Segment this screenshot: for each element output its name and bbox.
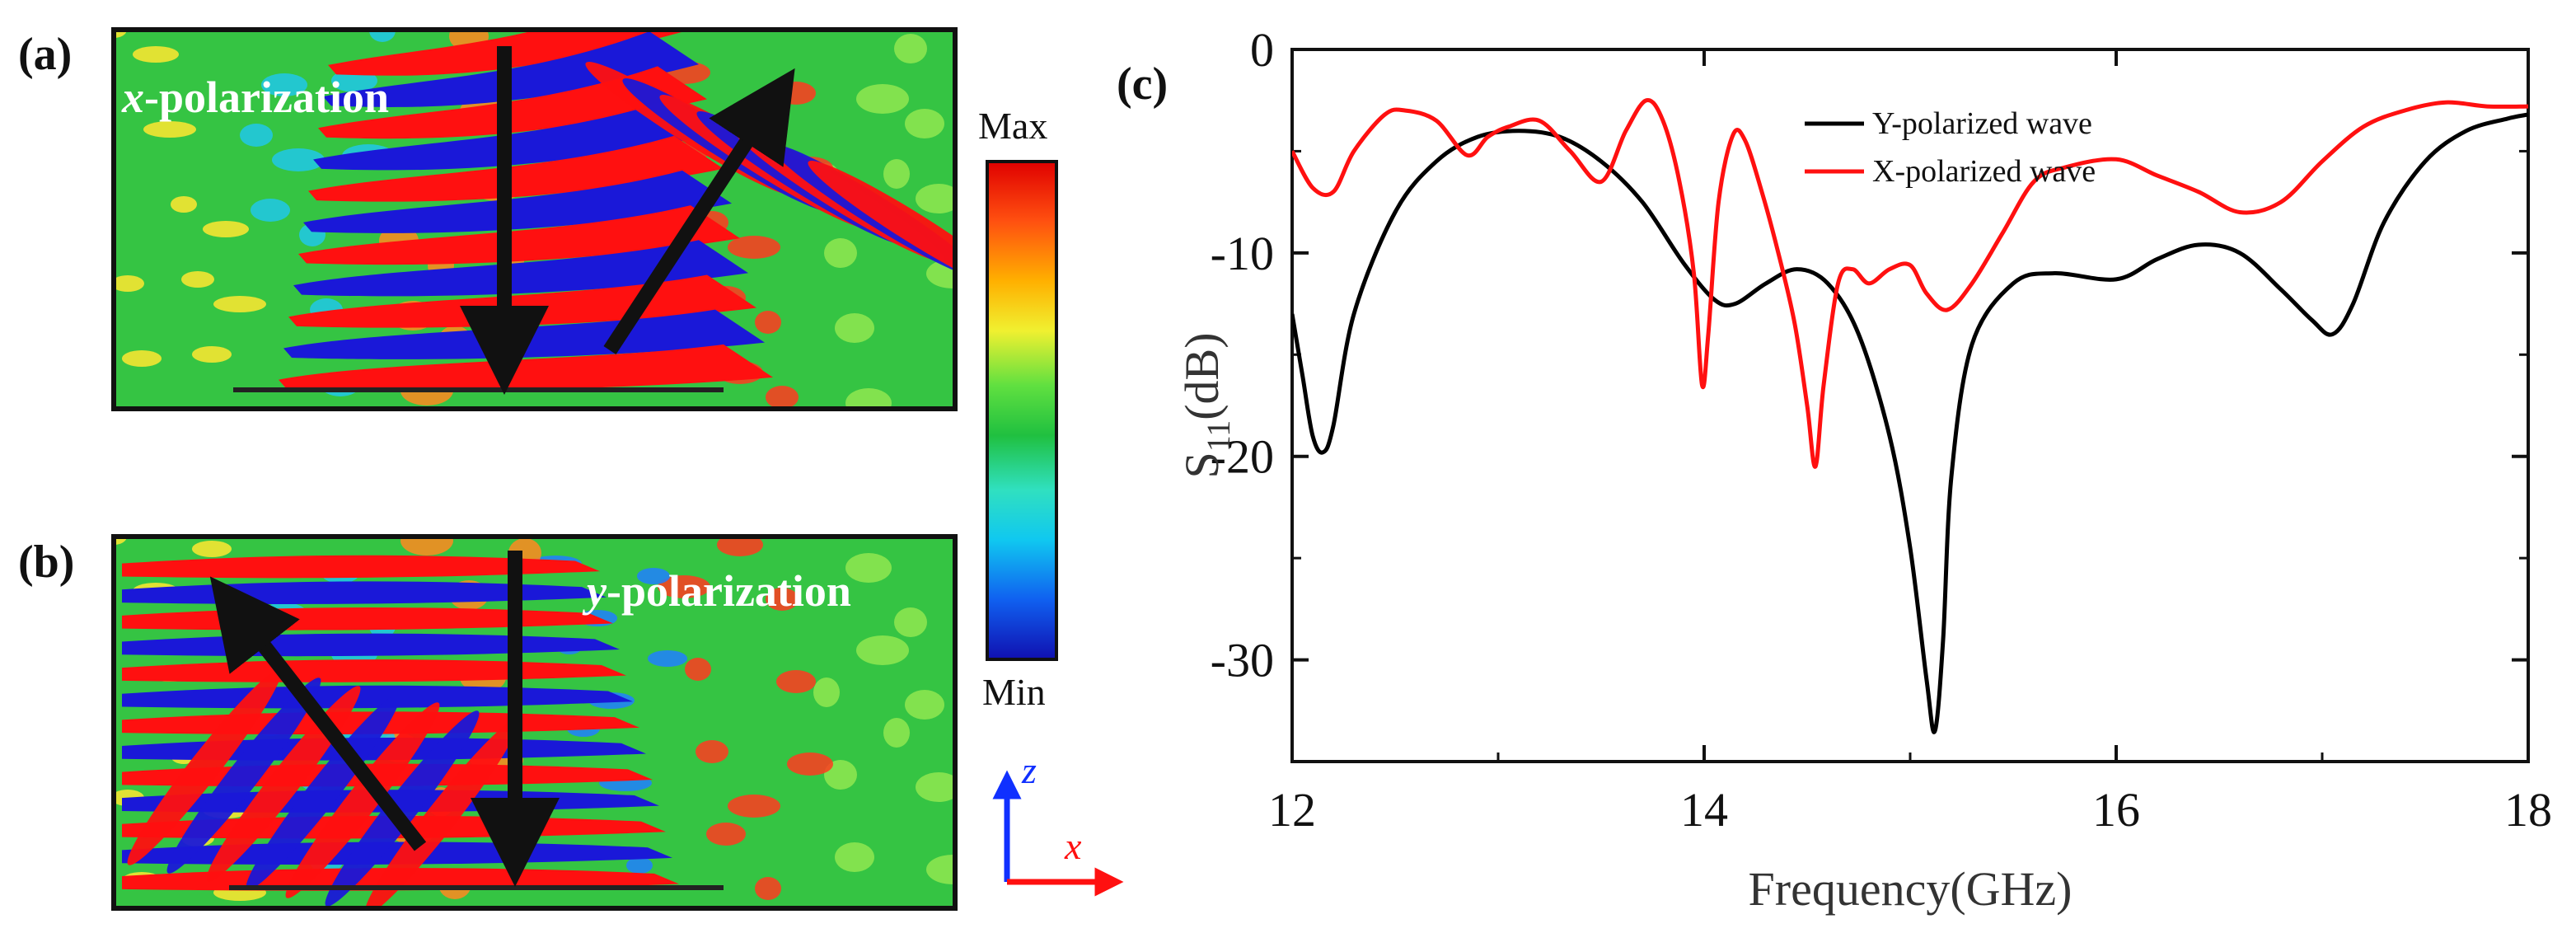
axis-x-label: x — [1064, 825, 1082, 867]
x-tick-label: 12 — [1268, 783, 1316, 837]
legend-label: X-polarized wave — [1872, 154, 2096, 189]
s11-chart: 12 14 16 18 0 -10 -20 -30 Y-polarized wave X-pol… — [1175, 23, 2552, 916]
plot-frame — [1290, 48, 2530, 763]
x-tick-label: 18 — [2504, 783, 2552, 837]
legend: Y-polarized wave X-polarized wave — [1805, 106, 2096, 189]
series-line-x-polarized — [1292, 98, 2528, 469]
legend-label: Y-polarized wave — [1872, 106, 2092, 141]
x-axis-title: Frequency(GHz) — [1749, 862, 2073, 916]
y-axis-title: S11(dB) — [1175, 332, 1237, 478]
y-tick-label: -20 — [1211, 430, 1274, 484]
colorbar-min-label: Min — [982, 671, 1046, 713]
x-tick-label: 14 — [1680, 783, 1728, 837]
colorbar-max-label: Max — [978, 105, 1047, 147]
y-tick-label: -10 — [1211, 227, 1274, 280]
y-tick-label: -30 — [1211, 634, 1274, 687]
colorbar-gradient — [986, 160, 1058, 661]
y-tick-label: 0 — [1250, 23, 1274, 77]
field-map-a: x-polarization — [111, 27, 958, 411]
panel-c-label: (c) — [1117, 59, 1168, 110]
axis-z-label: z — [1021, 749, 1037, 791]
panel-b-label: (b) — [18, 537, 74, 588]
polarization-title-b: y-polarization — [582, 566, 851, 616]
polarization-title-a: x-polarization — [121, 73, 389, 122]
coordinate-axes: z x — [992, 749, 1124, 897]
colorbar: Max Min — [978, 105, 1058, 713]
reflected-arrow-b — [209, 576, 427, 851]
field-map-b: y-polarization — [111, 534, 958, 911]
x-tick-label: 16 — [2092, 783, 2140, 837]
reflected-arrow-a — [603, 68, 795, 354]
panel-a-label: (a) — [18, 29, 72, 80]
series-line-y-polarized — [1292, 112, 2528, 734]
